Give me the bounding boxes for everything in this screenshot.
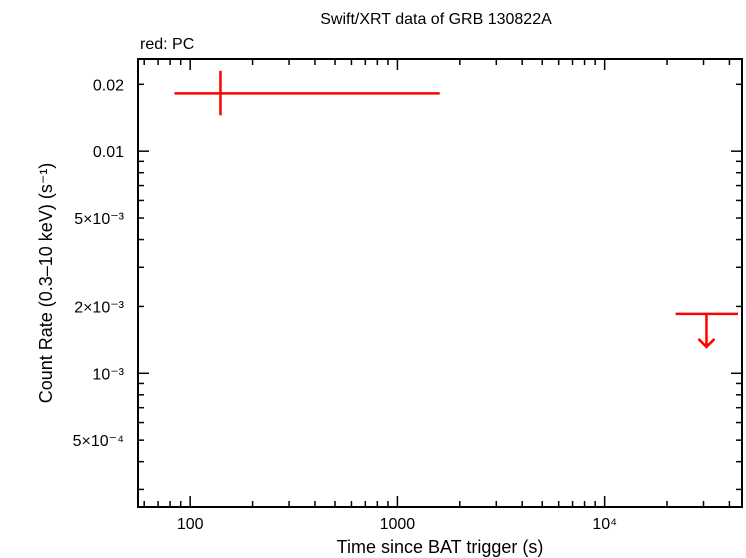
upper-limit (675, 312, 738, 349)
x-tick-label: 100 (177, 516, 204, 533)
y-tick-label: 5×10⁻⁴ (73, 433, 124, 450)
x-tick-label: 1000 (380, 516, 416, 533)
y-axis-label: Count Rate (0.3–10 keV) (s⁻¹) (36, 163, 56, 404)
data-marks (174, 70, 738, 349)
data-point (174, 70, 440, 116)
y-tick-label: 0.02 (93, 77, 124, 94)
y-tick-label: 0.01 (93, 144, 124, 161)
y-tick-label: 2×10⁻³ (74, 299, 124, 316)
axis-ticks (138, 59, 742, 507)
y-tick-label: 10⁻³ (92, 366, 124, 383)
y-tick-label: 5×10⁻³ (74, 211, 124, 228)
x-axis-label: Time since BAT trigger (s) (337, 537, 544, 557)
chart-title: Swift/XRT data of GRB 130822A (320, 11, 552, 28)
axis-tick-labels: 100 1000 10⁴ 0.02 0.01 5×10⁻³ 2×10⁻³ 10⁻³ 5×10⁻⁴ (73, 77, 617, 533)
x-tick-label: 10⁴ (592, 516, 617, 533)
plot-frame (137, 58, 743, 508)
upper-limit-arrow-head (697, 338, 716, 349)
chart-subtitle: red: PC (140, 36, 194, 53)
